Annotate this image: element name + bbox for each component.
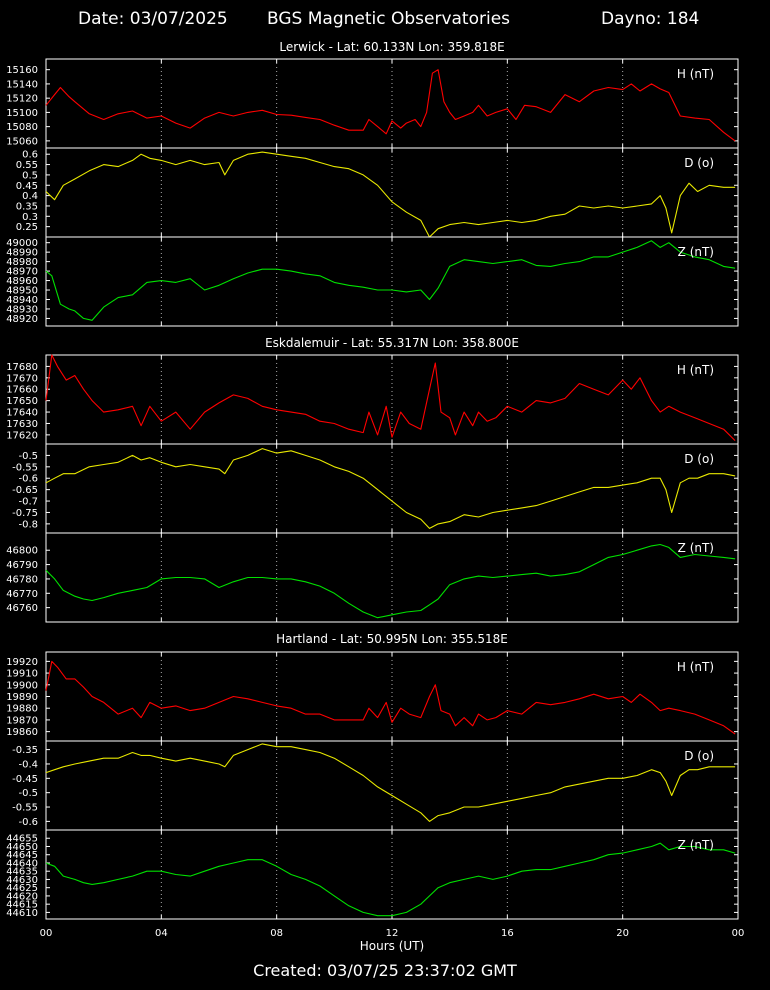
y-tick-label: 19860 [6, 727, 38, 738]
y-tick-label: 48940 [6, 295, 38, 306]
x-axis-label: Hours (UT) [360, 939, 424, 953]
y-tick-label: 46800 [6, 546, 38, 557]
y-tick-label: 15060 [6, 136, 38, 147]
station-title: Hartland - Lat: 50.995N Lon: 355.518E [276, 632, 508, 646]
y-tick-label: 0.6 [22, 150, 38, 161]
component-label: D (o) [684, 452, 714, 466]
y-tick-label: 44620 [6, 891, 38, 902]
y-tick-label: -0.5 [18, 451, 38, 462]
y-tick-label: 17660 [6, 385, 38, 396]
component-label: D (o) [684, 156, 714, 170]
y-tick-label: 0.35 [16, 201, 38, 212]
y-tick-label: 48990 [6, 248, 38, 259]
y-tick-label: 44615 [6, 900, 38, 911]
y-tick-label: 46760 [6, 603, 38, 614]
y-tick-label: 17680 [6, 362, 38, 373]
y-tick-label: 44655 [6, 834, 38, 845]
y-tick-label: 48950 [6, 286, 38, 297]
y-tick-label: 44625 [6, 883, 38, 894]
y-tick-label: -0.45 [12, 774, 38, 785]
y-tick-label: 19890 [6, 692, 38, 703]
y-tick-label: -0.8 [18, 519, 38, 530]
y-tick-label: -0.55 [12, 462, 38, 473]
series-line-z [45, 240, 736, 321]
x-tick-label: 20 [616, 928, 629, 939]
component-label: H (nT) [677, 363, 714, 377]
y-tick-label: -0.7 [18, 497, 38, 508]
y-tick-label: -0.65 [12, 485, 38, 496]
y-tick-label: 17620 [6, 430, 38, 441]
y-tick-label: 15160 [6, 65, 38, 76]
header-dayno: Dayno: 184 [601, 9, 700, 29]
y-tick-label: 0.25 [16, 222, 38, 233]
y-tick-label: -0.4 [18, 759, 38, 770]
y-tick-label: 19910 [6, 669, 38, 680]
x-tick-label: 00 [40, 928, 53, 939]
y-tick-label: 0.3 [22, 212, 38, 223]
x-tick-label: 08 [270, 928, 283, 939]
y-tick-label: 0.45 [16, 181, 38, 192]
y-tick-label: -0.75 [12, 508, 38, 519]
component-label: Z (nT) [678, 541, 714, 555]
y-tick-label: 17640 [6, 408, 38, 419]
component-label: Z (nT) [678, 838, 714, 852]
y-tick-label: -0.55 [12, 803, 38, 814]
y-tick-label: 19900 [6, 680, 38, 691]
y-tick-label: 19870 [6, 715, 38, 726]
y-tick-label: 44610 [6, 908, 38, 919]
series-line-z [45, 842, 736, 917]
x-tick-label: 04 [155, 928, 168, 939]
page-title: BGS Magnetic Observatories [267, 9, 511, 29]
x-tick-label: 16 [501, 928, 514, 939]
y-tick-label: 48960 [6, 276, 38, 287]
series-line-d [45, 743, 736, 822]
created-timestamp: Created: 03/07/25 23:37:02 GMT [253, 961, 517, 980]
y-tick-label: 0.5 [22, 170, 38, 181]
x-tick-label: 12 [386, 928, 399, 939]
y-tick-label: 0.55 [16, 160, 38, 171]
y-tick-label: 44645 [6, 850, 38, 861]
series-line-h [45, 660, 736, 735]
y-tick-label: 17650 [6, 396, 38, 407]
y-tick-label: 15100 [6, 108, 38, 119]
y-tick-label: 48970 [6, 267, 38, 278]
y-tick-label: 46770 [6, 589, 38, 600]
y-tick-label: 15140 [6, 79, 38, 90]
y-tick-label: 15080 [6, 122, 38, 133]
y-tick-label: 44650 [6, 842, 38, 853]
component-label: D (o) [684, 749, 714, 763]
y-tick-label: 0.4 [22, 191, 38, 202]
y-tick-label: -0.35 [12, 745, 38, 756]
y-tick-label: 17630 [6, 419, 38, 430]
y-tick-label: 44630 [6, 875, 38, 886]
y-tick-label: 19880 [6, 704, 38, 715]
y-tick-label: 19920 [6, 657, 38, 668]
y-tick-label: -0.6 [18, 817, 38, 828]
station-title: Eskdalemuir - Lat: 55.317N Lon: 358.800E [265, 336, 519, 350]
station-title: Lerwick - Lat: 60.133N Lon: 359.818E [279, 40, 504, 54]
y-tick-label: 17670 [6, 373, 38, 384]
y-tick-label: 48920 [6, 314, 38, 325]
component-label: Z (nT) [678, 245, 714, 259]
component-label: H (nT) [677, 67, 714, 81]
y-tick-label: -0.5 [18, 788, 38, 799]
component-label: H (nT) [677, 660, 714, 674]
series-line-d [45, 448, 736, 529]
y-tick-label: 48930 [6, 304, 38, 315]
x-tick-label: 00 [732, 928, 745, 939]
series-line-z [45, 543, 736, 619]
y-tick-label: 49000 [6, 238, 38, 249]
y-tick-label: -0.6 [18, 474, 38, 485]
series-line-h [45, 69, 736, 142]
y-tick-label: 15120 [6, 94, 38, 105]
y-tick-label: 44640 [6, 858, 38, 869]
header-date: Date: 03/07/2025 [78, 9, 228, 29]
series-line-d [45, 151, 736, 238]
y-tick-label: 46780 [6, 574, 38, 585]
y-tick-label: 44635 [6, 867, 38, 878]
series-line-h [45, 354, 736, 441]
y-tick-label: 46790 [6, 560, 38, 571]
y-tick-label: 48980 [6, 257, 38, 268]
